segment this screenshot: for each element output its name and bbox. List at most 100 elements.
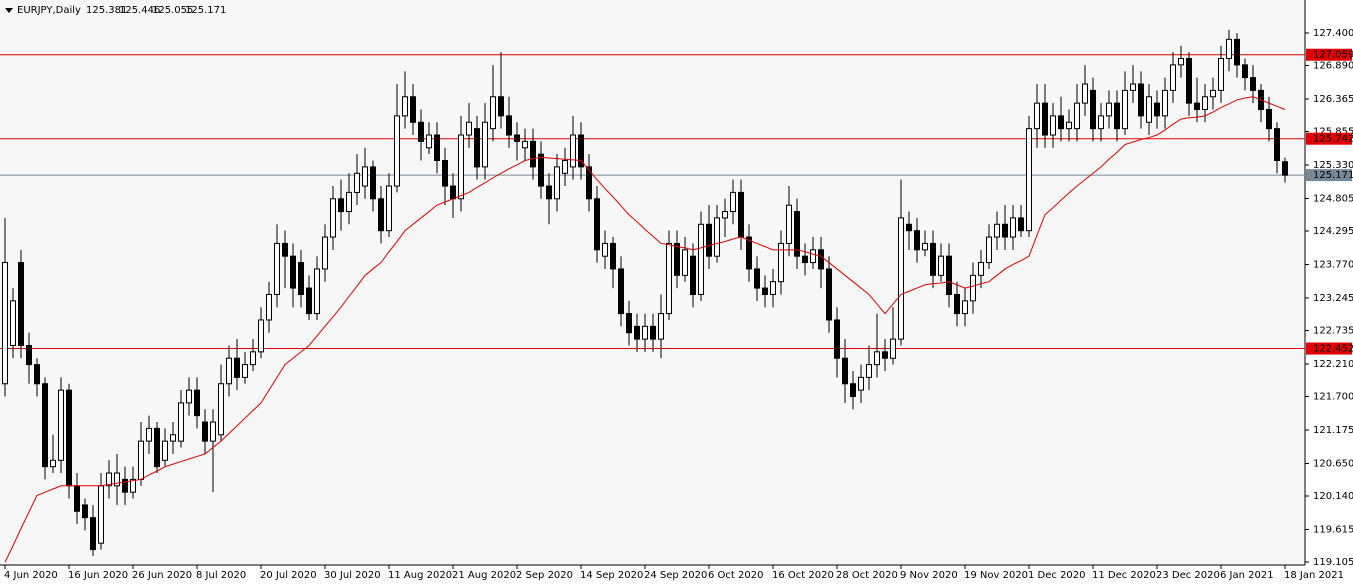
level-label: 125.742 <box>1313 134 1353 145</box>
level-box <box>1306 132 1352 145</box>
candle-body <box>226 357 232 385</box>
candle-body <box>322 236 328 270</box>
candle-body <box>930 242 936 276</box>
candle-body <box>626 313 632 334</box>
candle-body <box>178 402 184 442</box>
candle-body <box>162 440 168 461</box>
candle-body <box>114 472 120 487</box>
moving-average <box>4 96 1286 563</box>
x-tick-label: 26 Jun 2020 <box>132 570 192 581</box>
candle-body <box>98 485 104 544</box>
level-label: 122.452 <box>1313 344 1353 355</box>
candle-body <box>834 319 840 359</box>
y-tick-label: 124.295 <box>1313 226 1353 237</box>
candle-body <box>674 242 680 276</box>
y-tick-label: 123.245 <box>1313 293 1353 304</box>
x-tick-label: 16 Jun 2020 <box>68 570 128 581</box>
candle-body <box>2 262 8 385</box>
candle-body <box>402 96 408 117</box>
candle-body <box>946 255 952 295</box>
x-tick-label: 14 Sep 2020 <box>580 570 643 581</box>
candle-body <box>242 364 248 378</box>
candle-body <box>138 440 144 480</box>
candle-body <box>1002 223 1008 238</box>
candle-body <box>498 96 504 117</box>
x-tick-label: 2 Sep 2020 <box>516 570 573 581</box>
candle-body <box>994 223 1000 238</box>
candle-body <box>922 242 928 251</box>
x-tick-label: 8 Jul 2020 <box>196 570 246 581</box>
candle-body <box>730 191 736 213</box>
candle-body <box>66 389 72 487</box>
y-tick-label: 119.105 <box>1313 557 1353 568</box>
candle-body <box>1050 115 1056 136</box>
candle-body <box>1042 102 1048 136</box>
candle-body <box>978 262 984 276</box>
level-box <box>1306 48 1352 61</box>
candle-body <box>658 313 664 340</box>
candle-body <box>1210 89 1216 98</box>
candle-body <box>1034 102 1040 130</box>
menu-arrow[interactable] <box>5 8 13 13</box>
candle-body <box>962 300 968 315</box>
x-tick-label: 30 Jul 2020 <box>324 570 381 581</box>
candle-body <box>34 364 40 385</box>
candle-body <box>610 242 616 270</box>
candle-body <box>306 287 312 315</box>
candle-body <box>274 242 280 295</box>
candle-body <box>122 478 128 493</box>
x-tick-label: 4 Jun 2020 <box>4 570 58 581</box>
candle-body <box>1074 102 1080 130</box>
x-tick-label: 24 Sep 2020 <box>644 570 707 581</box>
candle-body <box>1114 102 1120 130</box>
candle-body <box>74 485 80 512</box>
x-tick-label: 20 Jul 2020 <box>260 570 317 581</box>
candle-body <box>1066 121 1072 130</box>
candle-body <box>18 262 24 346</box>
candle-body <box>354 172 360 193</box>
candle-body <box>442 160 448 187</box>
x-tick-label: 23 Dec 2020 <box>1156 570 1220 581</box>
candle-body <box>1090 89 1096 130</box>
candle-body <box>514 134 520 142</box>
candle-body <box>1122 89 1128 130</box>
symbol-title: EURJPY,Daily <box>17 5 81 16</box>
candle-body <box>474 128 480 168</box>
candle-body <box>434 134 440 162</box>
candle-body <box>1082 83 1088 104</box>
candle-body <box>386 185 392 232</box>
candle-body <box>786 204 792 244</box>
y-tick-label: 125.855 <box>1313 127 1353 138</box>
candle-body <box>426 134 432 149</box>
candle-body <box>850 383 856 398</box>
header-close: 125.171 <box>185 5 226 16</box>
candle-body <box>602 242 608 257</box>
x-tick-label: 21 Aug 2020 <box>452 570 516 581</box>
candle-body <box>682 249 688 276</box>
bid-label: 125.171 <box>1313 170 1353 181</box>
candle-body <box>50 459 56 468</box>
candle-body <box>130 478 136 493</box>
candle-body <box>106 472 112 487</box>
header-open: 125.381 <box>86 5 127 16</box>
candle-body <box>290 255 296 289</box>
candle-body <box>842 357 848 385</box>
candle-body <box>466 121 472 136</box>
candle-body <box>898 217 904 340</box>
candle-body <box>1010 217 1016 238</box>
candle-body <box>826 268 832 321</box>
candle-body <box>642 325 648 340</box>
candle-body <box>986 236 992 264</box>
y-tick-label: 125.330 <box>1313 160 1353 171</box>
candle-body <box>346 191 352 213</box>
candle-body <box>1106 102 1112 117</box>
candle-body <box>282 242 288 257</box>
candle-body <box>618 268 624 315</box>
candle-body <box>578 134 584 168</box>
x-tick-label: 9 Nov 2020 <box>900 570 958 581</box>
candle-body <box>650 325 656 340</box>
candle-body <box>586 166 592 200</box>
candle-body <box>522 140 528 149</box>
candle-body <box>818 249 824 270</box>
